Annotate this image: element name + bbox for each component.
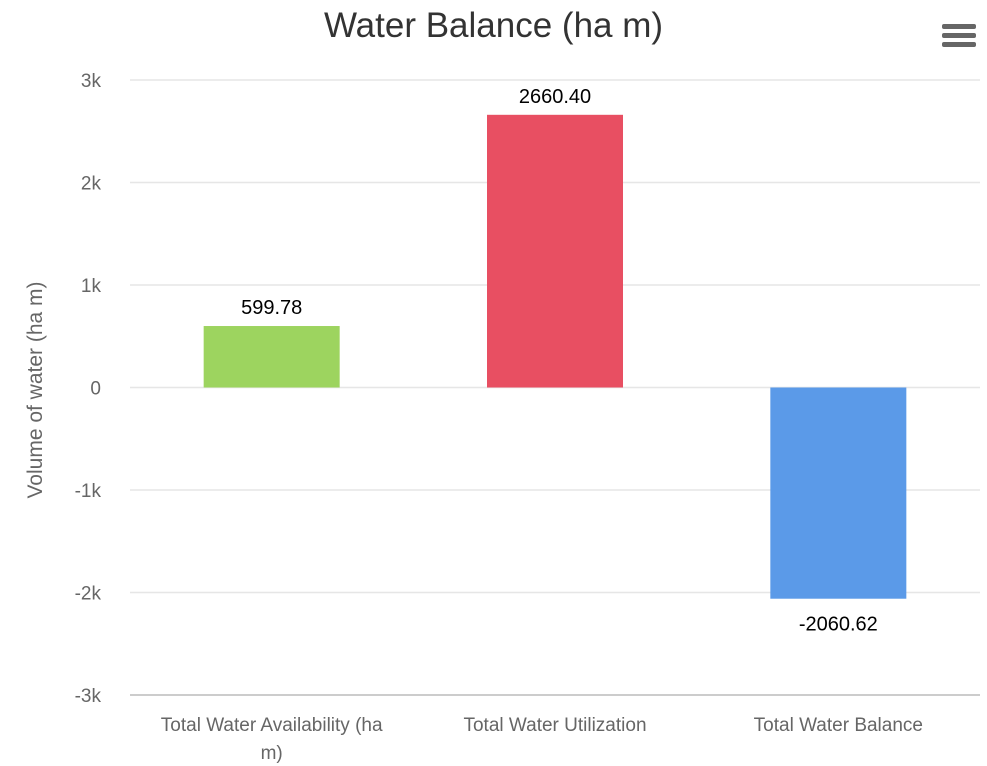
hamburger-menu-icon-bar xyxy=(942,42,976,47)
data-labels: 599.78 2660.40 -2060.62 xyxy=(241,86,878,636)
y-tick-label: 1k xyxy=(81,276,102,297)
x-category-label: Total Water Balance xyxy=(754,715,923,736)
y-axis-ticks: 3k 2k 1k 0 -1k -2k -3k xyxy=(75,71,102,707)
data-label: -2060.62 xyxy=(799,614,878,636)
chart-title: Water Balance (ha m) xyxy=(323,6,664,45)
x-category-label: Total Water Availability (ha m) xyxy=(161,715,383,764)
hamburger-menu-icon xyxy=(942,24,976,29)
bar[interactable] xyxy=(487,114,623,388)
hamburger-menu-icon-bar xyxy=(942,33,976,38)
bars xyxy=(203,114,907,599)
x-axis-categories: Total Water Availability (ha m) Total Wate… xyxy=(161,715,923,764)
bar[interactable] xyxy=(770,387,907,599)
y-tick-label: -3k xyxy=(75,686,102,707)
bar[interactable] xyxy=(203,326,340,388)
chart-context-menu-button[interactable] xyxy=(938,18,978,54)
y-tick-label: 0 xyxy=(90,379,101,400)
data-label: 599.78 xyxy=(241,297,302,319)
y-tick-label: -2k xyxy=(75,584,102,605)
y-tick-label: 2k xyxy=(81,174,102,195)
y-axis-title: Volume of water (ha m) xyxy=(24,281,47,498)
x-category-label: Total Water Utilization xyxy=(463,715,646,736)
y-tick-label: -1k xyxy=(75,481,102,502)
y-tick-label: 3k xyxy=(81,71,102,92)
data-label: 2660.40 xyxy=(519,86,591,108)
